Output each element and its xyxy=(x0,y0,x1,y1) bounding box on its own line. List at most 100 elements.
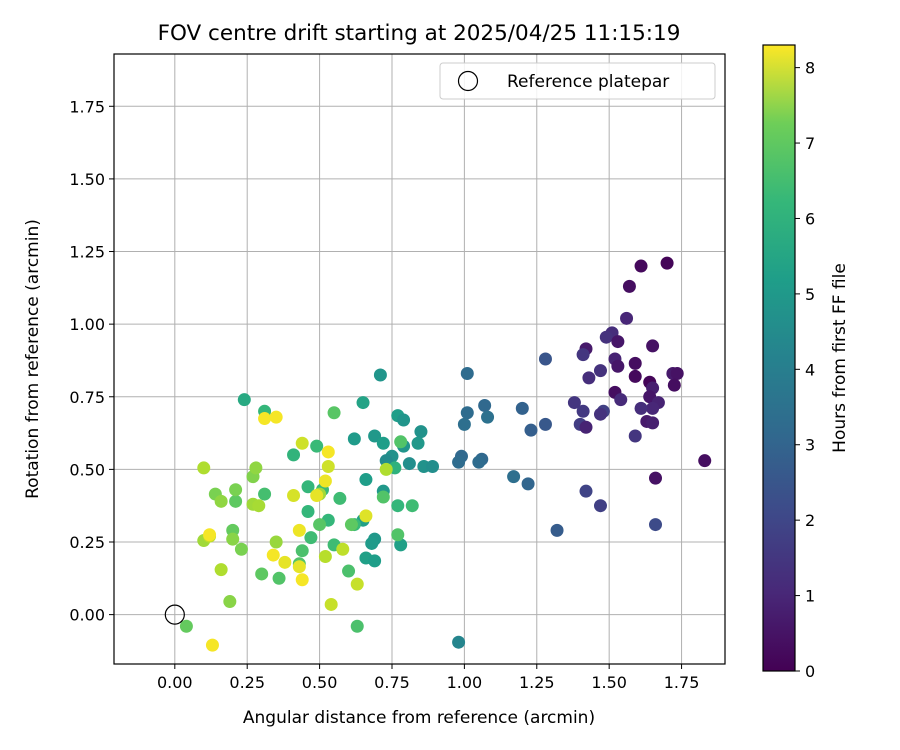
y-tick-label: 1.25 xyxy=(69,243,105,262)
data-point xyxy=(365,536,379,550)
data-point xyxy=(649,518,663,532)
data-point xyxy=(550,523,564,537)
data-point xyxy=(258,487,272,501)
data-point xyxy=(579,484,593,498)
data-point xyxy=(481,410,495,424)
data-point xyxy=(214,563,228,577)
x-tick-label: 0.50 xyxy=(302,673,338,692)
data-point xyxy=(394,435,408,449)
data-point xyxy=(411,436,425,450)
data-point xyxy=(304,531,318,545)
data-point xyxy=(478,398,492,412)
y-tick-label: 0.75 xyxy=(69,388,105,407)
data-point xyxy=(634,259,648,273)
reference-marker xyxy=(164,604,185,625)
data-point xyxy=(628,429,642,443)
data-point xyxy=(614,393,628,407)
data-point xyxy=(426,459,440,473)
data-point xyxy=(295,544,309,558)
data-point xyxy=(579,420,593,434)
data-point xyxy=(460,406,474,420)
x-tick-label: 1.00 xyxy=(447,673,483,692)
data-point xyxy=(313,518,327,532)
data-point xyxy=(379,462,393,476)
data-point xyxy=(538,417,552,431)
data-point xyxy=(670,367,684,381)
data-point xyxy=(350,619,364,633)
data-point xyxy=(515,401,529,415)
data-point xyxy=(368,429,382,443)
colorbar-tick-label: 6 xyxy=(805,209,815,228)
colorbar-tick-label: 8 xyxy=(805,59,815,78)
data-point xyxy=(252,499,266,513)
data-point xyxy=(295,436,309,450)
data-point xyxy=(634,401,648,415)
colorbar-tick-label: 1 xyxy=(805,587,815,606)
colorbar-tick-label: 4 xyxy=(805,360,815,379)
data-point xyxy=(611,359,625,373)
data-point xyxy=(376,490,390,504)
data-point xyxy=(576,348,590,362)
data-point xyxy=(318,474,332,488)
data-point xyxy=(582,371,596,385)
data-point xyxy=(292,560,306,574)
data-point xyxy=(249,461,263,475)
data-point xyxy=(321,459,335,473)
data-point xyxy=(538,352,552,366)
legend: Reference platepar xyxy=(439,62,716,100)
x-axis-ticks: 0.00 0.25 0.50 0.75 1.00 1.25 1.50 1.75 xyxy=(157,664,699,692)
y-tick-label: 0.25 xyxy=(69,533,105,552)
data-point xyxy=(258,412,272,426)
x-tick-label: 1.50 xyxy=(591,673,627,692)
data-point xyxy=(203,528,217,542)
data-point xyxy=(301,480,315,494)
data-point xyxy=(628,356,642,370)
legend-entry-reference: Reference platepar xyxy=(507,72,669,92)
data-point xyxy=(295,573,309,587)
data-point xyxy=(649,471,663,485)
x-tick-label: 0.00 xyxy=(157,673,193,692)
colorbar-tick-label: 3 xyxy=(805,436,815,455)
data-point xyxy=(394,538,408,552)
data-point xyxy=(373,368,387,382)
y-axis-ticks: 0.00 0.25 0.50 0.75 1.00 1.25 1.50 1.75 xyxy=(69,97,114,625)
data-point xyxy=(620,311,634,325)
x-tick-label: 0.25 xyxy=(229,673,265,692)
data-point xyxy=(287,489,301,503)
data-point xyxy=(567,396,581,410)
x-axis-label: Angular distance from reference (arcmin) xyxy=(243,708,595,728)
colorbar-tick-label: 7 xyxy=(805,134,815,153)
data-point xyxy=(414,425,428,439)
data-point xyxy=(205,638,219,652)
y-tick-label: 1.00 xyxy=(69,315,105,334)
x-tick-label: 1.75 xyxy=(664,673,700,692)
y-tick-label: 1.50 xyxy=(69,170,105,189)
data-point xyxy=(452,455,466,469)
data-point xyxy=(287,448,301,462)
data-point xyxy=(524,423,538,437)
data-point xyxy=(179,619,193,633)
data-point xyxy=(646,339,660,353)
colorbar-label: Hours from first FF file xyxy=(830,263,850,453)
data-point xyxy=(197,461,211,475)
data-point xyxy=(321,445,335,459)
colorbar-tick-label: 2 xyxy=(805,511,815,530)
colorbar: 0 1 2 3 4 5 6 7 8 Hours from first FF file xyxy=(762,44,850,681)
data-point xyxy=(667,378,681,392)
data-point xyxy=(405,499,419,513)
data-point xyxy=(472,455,486,469)
data-point xyxy=(229,494,243,508)
data-point xyxy=(359,473,373,487)
data-point xyxy=(310,489,324,503)
grid-lines xyxy=(114,54,725,664)
data-point xyxy=(342,564,356,578)
y-tick-label: 1.75 xyxy=(69,97,105,116)
data-point xyxy=(593,364,607,378)
data-point xyxy=(521,477,535,491)
data-point xyxy=(359,509,373,523)
data-point xyxy=(646,401,660,415)
data-point xyxy=(237,393,251,407)
data-point xyxy=(255,567,269,581)
data-point xyxy=(593,407,607,421)
